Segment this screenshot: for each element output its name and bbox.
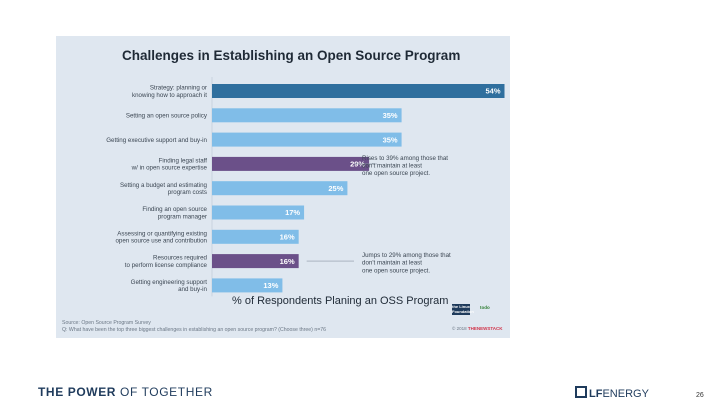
bar-value-label: 16% <box>280 257 295 266</box>
bar-value-label: 54% <box>485 87 500 96</box>
category-label: open source use and contribution <box>115 238 207 245</box>
page-number: 26 <box>696 392 704 399</box>
category-label: to perform license compliance <box>125 262 208 269</box>
annotation-text: don't maintain at least <box>362 260 422 267</box>
category-label: Resources required <box>153 255 208 262</box>
lf-energy-logo: LFENERGY <box>575 386 649 400</box>
category-label: program costs <box>168 189 207 196</box>
bar <box>212 254 299 269</box>
bar-value-label: 35% <box>383 111 398 120</box>
category-label: Finding legal staff <box>159 158 208 165</box>
annotation-text: one open source project. <box>362 170 430 177</box>
source-line: Source: Open Source Program Survey <box>62 320 151 326</box>
category-label: Getting engineering support <box>131 279 208 286</box>
bar-value-label: 16% <box>280 233 295 242</box>
bar <box>212 156 370 171</box>
bar <box>212 181 348 196</box>
bar <box>212 205 305 220</box>
chart-source: Source: Open Source Program Survey Q: Wh… <box>62 320 326 334</box>
bar-value-label: 25% <box>328 184 343 193</box>
bar <box>212 108 402 123</box>
annotation-text: Rises to 39% among those that <box>362 155 448 162</box>
bar-value-label: 17% <box>285 208 300 217</box>
category-label: knowing how to approach it <box>132 92 207 99</box>
todo-logo: todo <box>480 305 490 310</box>
category-label: and buy-in <box>178 286 207 293</box>
linux-foundation-logo: the Linux Foundation <box>452 304 474 315</box>
copyright-credit: © 2018 THENEWSTACK <box>452 326 503 331</box>
annotation-text: one open source project. <box>362 267 430 274</box>
bar <box>212 229 299 244</box>
bar <box>212 84 505 98</box>
category-label: w/ in open source expertise <box>131 165 208 172</box>
bar-value-label: 35% <box>383 135 398 144</box>
chart-title: Challenges in Establishing an Open Sourc… <box>122 48 461 63</box>
category-label: Strategy: planning or <box>150 85 207 92</box>
annotation-text: don't maintain at least <box>362 163 422 170</box>
annotation-text: Jumps to 29% among those that <box>362 252 451 259</box>
category-label: Assessing or quantifying existing <box>117 230 207 237</box>
bar <box>212 278 283 293</box>
category-label: Finding an open source <box>142 206 207 213</box>
category-label: Setting an open source policy <box>126 113 208 120</box>
category-label: program manager <box>158 213 207 220</box>
chart-figure: Challenges in Establishing an Open Sourc… <box>56 36 510 338</box>
lf-energy-mark-icon <box>575 386 587 398</box>
bar-value-label: 13% <box>263 281 278 290</box>
bar <box>212 132 402 147</box>
question-line: Q: What have been the top three biggest … <box>62 327 327 333</box>
x-axis-title: % of Respondents Planing an OSS Program <box>232 295 449 307</box>
footer-tagline: THE POWER OF TOGETHER <box>38 385 213 399</box>
category-label: Getting executive support and buy-in <box>106 137 207 144</box>
category-label: Setting a budget and estimating <box>120 182 208 189</box>
publisher-logos: the Linux Foundation todo © 2018 THENEWS… <box>452 300 506 334</box>
